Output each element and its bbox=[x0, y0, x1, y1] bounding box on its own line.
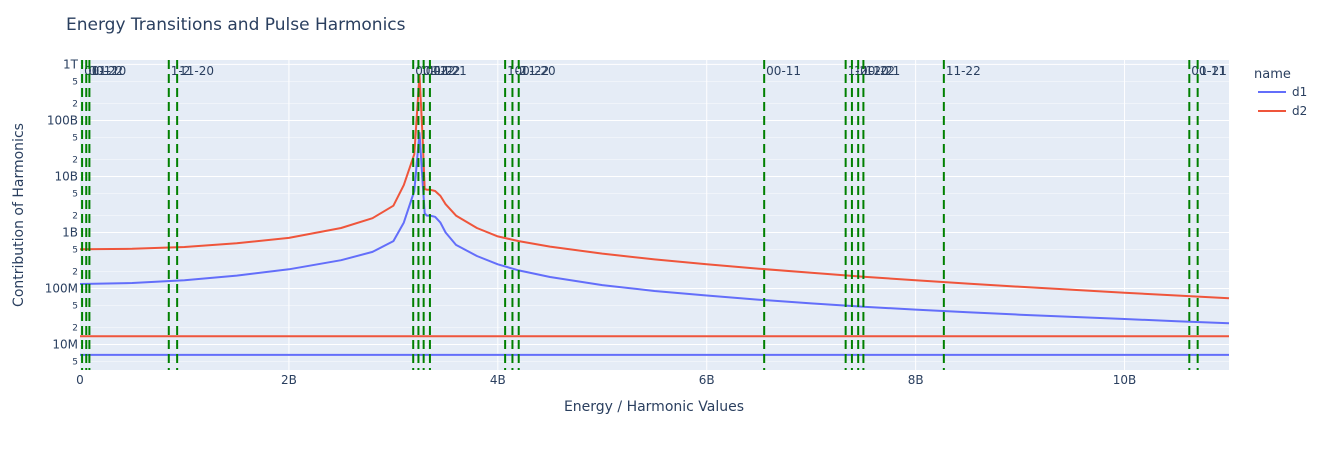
marker-label: 1-2 bbox=[171, 64, 191, 78]
marker-label: 11-20 bbox=[521, 64, 556, 78]
legend[interactable]: name d1 d2 bbox=[1254, 67, 1307, 118]
x-tick-label: 4B bbox=[490, 373, 506, 387]
y-minor-tick-label: 2 bbox=[72, 156, 78, 166]
marker-label: 00-11 bbox=[84, 64, 119, 78]
y-minor-tick-label: 2 bbox=[72, 100, 78, 110]
y-minor-tick-label: 2 bbox=[72, 324, 78, 334]
x-tick-label: 8B bbox=[908, 373, 924, 387]
legend-item-d2[interactable]: d2 bbox=[1258, 104, 1307, 118]
marker-label: 11-21 bbox=[432, 64, 467, 78]
x-tick-label: 10B bbox=[1113, 373, 1137, 387]
y-tick-label: 100M bbox=[45, 281, 78, 295]
y-minor-tick-label: 5 bbox=[72, 301, 78, 311]
marker-label: 00-22 bbox=[514, 64, 549, 78]
y-tick-label: 10B bbox=[54, 169, 78, 183]
marker-label: 11-20 bbox=[179, 64, 214, 78]
marker-label: 00-22 bbox=[88, 64, 123, 78]
y-tick-label: 1B bbox=[62, 225, 78, 239]
chart-title: Energy Transitions and Pulse Harmonics bbox=[66, 15, 406, 35]
y-minor-tick-label: 2 bbox=[72, 212, 78, 222]
y-minor-tick-label: 5 bbox=[72, 245, 78, 255]
marker-label: 00-22 bbox=[426, 64, 461, 78]
marker-label: 11-20 bbox=[91, 64, 126, 78]
marker-label: 11-22 bbox=[946, 64, 981, 78]
series-line-d1[interactable] bbox=[79, 131, 1230, 325]
marker-label: 00-11 bbox=[766, 64, 801, 78]
y-axis: 10M 100M 1B 10B 100B 1T 5 2 5 2 5 2 5 2 5 2 5 bbox=[45, 57, 79, 367]
legend-title: name bbox=[1254, 67, 1291, 82]
x-axis: 0 2B 4B 6B 8B 10B bbox=[76, 373, 1136, 387]
grid-layer bbox=[80, 60, 1229, 370]
y-axis-title: Contribution of Harmonics bbox=[11, 123, 27, 307]
y-minor-tick-label: 5 bbox=[72, 77, 78, 87]
plot-background bbox=[80, 60, 1229, 370]
y-minor-tick-label: 2 bbox=[72, 268, 78, 278]
legend-item-d1[interactable]: d1 bbox=[1258, 85, 1307, 99]
marker-label: 00-11 bbox=[1191, 64, 1226, 78]
x-tick-label: 0 bbox=[76, 373, 84, 387]
y-minor-tick-label: 5 bbox=[72, 133, 78, 143]
y-minor-tick-label: 5 bbox=[72, 189, 78, 199]
x-tick-label: 6B bbox=[699, 373, 715, 387]
x-tick-label: 2B bbox=[281, 373, 297, 387]
marker-label: 00-22 bbox=[860, 64, 895, 78]
x-axis-title: Energy / Harmonic Values bbox=[564, 399, 744, 415]
y-tick-label: 100B bbox=[47, 113, 78, 127]
marker-label: 1-21 bbox=[1200, 64, 1227, 78]
series-layer bbox=[79, 73, 1230, 356]
legend-label: d1 bbox=[1292, 85, 1307, 99]
y-minor-tick-label: 5 bbox=[72, 357, 78, 367]
series-line-d2[interactable] bbox=[79, 73, 1230, 300]
y-tick-label: 1T bbox=[63, 57, 79, 71]
y-tick-label: 10M bbox=[52, 337, 78, 351]
legend-label: d2 bbox=[1292, 104, 1307, 118]
marker-label: 11-21 bbox=[865, 64, 900, 78]
